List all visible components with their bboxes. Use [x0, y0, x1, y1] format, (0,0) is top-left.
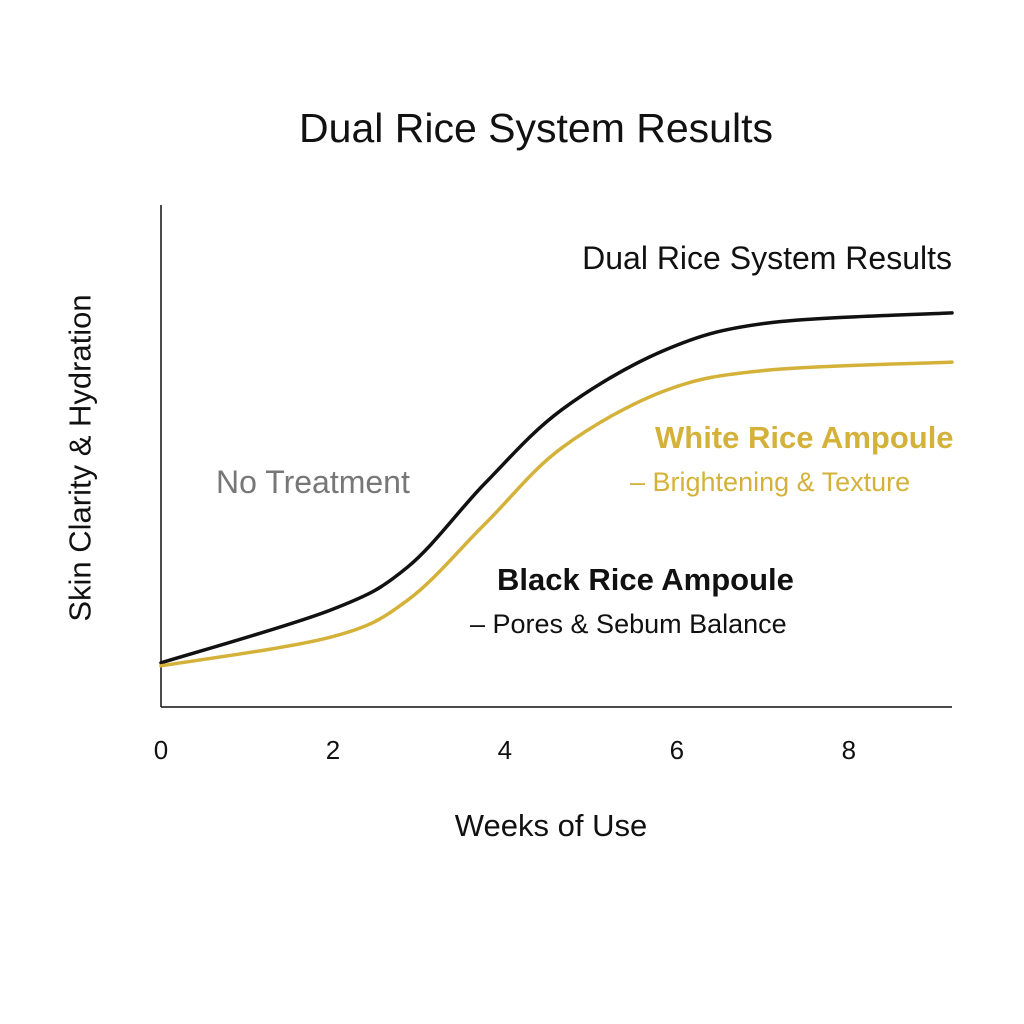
- annotation-white-rice-sub: – Brightening & Texture: [630, 467, 911, 497]
- x-tick-label: 4: [498, 735, 512, 765]
- x-tick-label: 8: [842, 735, 856, 765]
- inner-title: Dual Rice System Results: [582, 240, 952, 276]
- annotation-white-rice: White Rice Ampoule: [655, 420, 954, 455]
- x-axis-label: Weeks of Use: [454, 808, 648, 843]
- chart-title: Dual Rice System Results: [299, 105, 773, 151]
- x-tick-label: 2: [326, 735, 340, 765]
- annotation-black-rice-sub: – Pores & Sebum Balance: [470, 609, 787, 639]
- annotation-black-rice: Black Rice Ampoule: [497, 562, 794, 597]
- series-line-white-rice-ampoule: [159, 360, 954, 668]
- annotation-no-treatment: No Treatment: [216, 464, 410, 500]
- series-line-dual-rice-system: [159, 311, 954, 665]
- x-tick-label: 0: [154, 735, 168, 765]
- x-tick-label: 6: [670, 735, 684, 765]
